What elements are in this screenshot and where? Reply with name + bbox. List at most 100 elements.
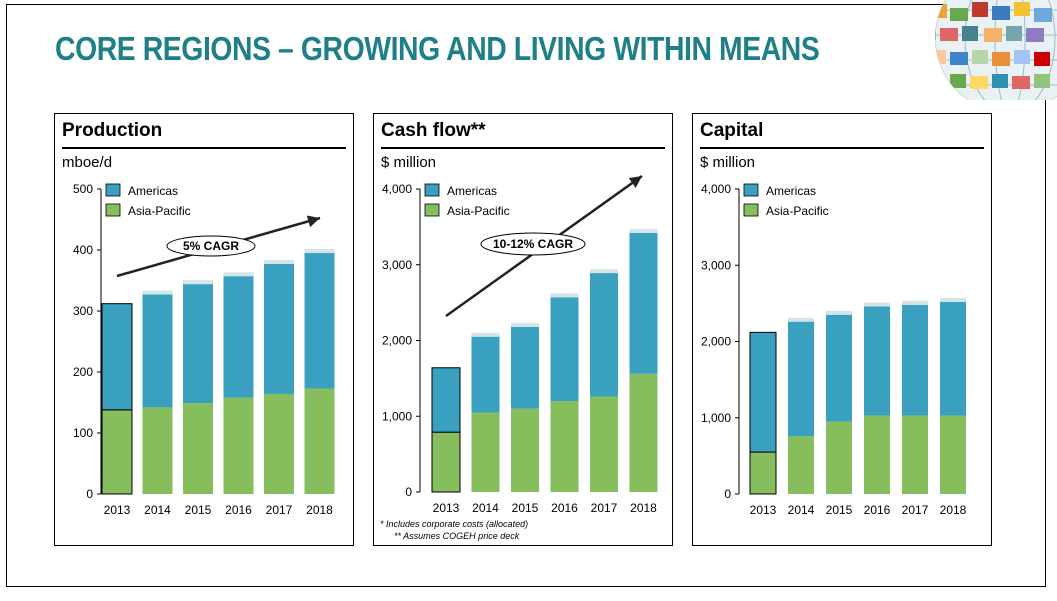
bar-americas <box>749 331 777 453</box>
bar-asia-pacific <box>940 415 966 494</box>
bar-shadow <box>590 269 618 274</box>
y-tick-label: 1,000 <box>382 409 412 423</box>
bar-americas <box>101 303 133 411</box>
legend-swatch-americas <box>424 183 440 197</box>
panel-divider <box>700 147 984 149</box>
capital-panel: Capital $ million 0 1,000 2,000 3,000 4,000 2… <box>692 113 992 546</box>
x-tick-label: 2018 <box>306 503 333 517</box>
x-tick-label: 2015 <box>826 503 853 517</box>
x-tick-label: 2013 <box>750 503 777 517</box>
bar-americas <box>511 326 539 409</box>
bar-americas <box>223 276 254 398</box>
bar-asia-pacific <box>511 408 539 492</box>
bar-americas <box>902 304 928 416</box>
cagr-ellipse <box>166 235 256 257</box>
y-tick-label: 200 <box>73 365 93 379</box>
bar-shadow <box>304 249 335 254</box>
footnote-corporate-costs: * Includes corporate costs (allocated) <box>380 519 529 529</box>
production-panel: Production mboe/d 0 100 200 300 400 500 2013 20… <box>54 113 354 546</box>
cagr-label: 5% CAGR <box>183 239 239 253</box>
bar-americas <box>590 273 618 397</box>
legend-swatch-asia-pacific <box>424 203 440 217</box>
panel-unit: $ million <box>381 154 437 171</box>
bar-asia-pacific <box>590 396 618 492</box>
legend-swatch-asia-pacific <box>105 203 121 217</box>
bar-shadow <box>183 280 213 285</box>
y-tick-label: 300 <box>73 304 93 318</box>
y-tick-label: 1,000 <box>701 411 731 425</box>
legend-swatch-americas <box>105 183 121 197</box>
bar-americas <box>142 294 173 408</box>
bar-asia-pacific <box>431 431 461 493</box>
x-tick-label: 2018 <box>940 503 967 517</box>
bar-americas <box>431 367 461 433</box>
x-tick-label: 2014 <box>472 501 499 515</box>
y-tick-label: 0 <box>86 487 93 501</box>
production-chart: 0 100 200 300 400 500 2013 2014 2015 2016 2017 2018… <box>73 182 335 517</box>
bar-asia-pacific <box>629 373 658 492</box>
bar-shadow <box>511 322 539 327</box>
bar-asia-pacific <box>101 409 133 495</box>
bar-asia-pacific <box>902 415 928 494</box>
x-tick-label: 2014 <box>144 503 171 517</box>
y-tick-label: 2,000 <box>701 335 731 349</box>
y-tick-label: 0 <box>405 485 412 499</box>
bar-shadow <box>223 272 254 277</box>
bar-asia-pacific <box>864 415 890 494</box>
bar-americas <box>304 253 335 389</box>
bar-shadow <box>902 300 928 305</box>
bar-asia-pacific <box>264 393 294 494</box>
bar-shadow <box>550 293 579 298</box>
bar-americas <box>826 314 852 422</box>
bar-asia-pacific <box>471 412 500 492</box>
panel-heading: Capital <box>700 120 764 141</box>
y-tick-label: 3,000 <box>701 258 731 272</box>
panel-unit: mboe/d <box>62 154 113 171</box>
bar-shadow <box>629 228 658 233</box>
bar-americas <box>788 321 814 437</box>
bar-asia-pacific <box>749 451 777 495</box>
panel-divider <box>62 147 346 149</box>
bar-americas <box>550 297 579 402</box>
globe-logo-icon <box>900 0 1057 100</box>
footnote-price-deck: ** Assumes COGEH price deck <box>394 531 520 541</box>
y-tick-label: 3,000 <box>382 258 412 272</box>
x-tick-label: 2014 <box>788 503 815 517</box>
x-tick-label: 2018 <box>630 501 657 515</box>
bar-asia-pacific <box>788 436 814 494</box>
bar-asia-pacific <box>183 403 213 494</box>
y-tick-label: 100 <box>73 426 93 440</box>
y-tick-label: 4,000 <box>382 182 412 196</box>
legend-label-americas: Americas <box>766 184 816 198</box>
panel-heading: Production <box>62 120 163 141</box>
slide-frame <box>6 4 1046 587</box>
cagr-label: 10-12% CAGR <box>493 237 573 251</box>
x-tick-label: 2013 <box>104 503 131 517</box>
legend-label-americas: Americas <box>447 184 497 198</box>
panel-divider <box>381 147 665 149</box>
cagr-ellipse <box>480 232 586 256</box>
bar-shadow <box>264 260 294 265</box>
bar-shadow <box>788 317 814 322</box>
cash-flow-chart: 0 1,000 2,000 3,000 4,000 2013 2014 2015 2016 201… <box>382 174 658 515</box>
y-tick-label: 4,000 <box>701 182 731 196</box>
cash-flow-panel: Cash flow** $ million 0 1,000 2,000 3,000 4,… <box>373 113 673 546</box>
x-tick-label: 2017 <box>266 503 293 517</box>
legend-label-asia-pacific: Asia-Pacific <box>766 204 829 218</box>
cagr-arrow-head-icon <box>306 215 320 228</box>
x-tick-label: 2017 <box>902 503 929 517</box>
page-title: CORE REGIONS – GROWING AND LIVING WITHIN… <box>55 30 820 67</box>
bar-asia-pacific <box>826 421 852 494</box>
x-tick-label: 2016 <box>864 503 891 517</box>
bar-asia-pacific <box>304 388 335 494</box>
bar-asia-pacific <box>223 397 254 494</box>
bar-americas <box>264 264 294 394</box>
bar-shadow <box>864 302 890 307</box>
x-tick-label: 2013 <box>433 501 460 515</box>
y-tick-label: 400 <box>73 243 93 257</box>
bar-shadow <box>142 290 173 295</box>
y-tick-label: 2,000 <box>382 334 412 348</box>
x-tick-label: 2017 <box>591 501 618 515</box>
legend-swatch-americas <box>743 183 759 197</box>
legend-swatch-asia-pacific <box>743 203 759 217</box>
